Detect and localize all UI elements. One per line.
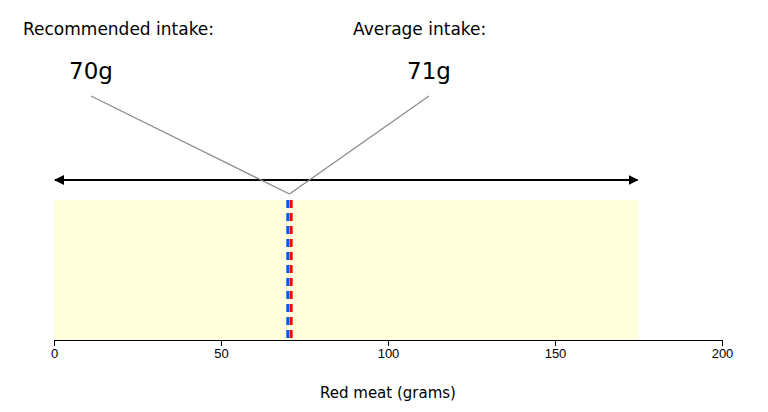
tick-mark xyxy=(54,340,55,346)
x-axis-title: Red meat (grams) xyxy=(320,384,456,402)
reference-line xyxy=(290,200,293,340)
tick-label: 100 xyxy=(378,346,400,361)
reference-line xyxy=(286,200,289,340)
tick-mark xyxy=(722,340,723,346)
tick: 50 xyxy=(214,340,228,361)
range-band xyxy=(54,200,639,340)
tick: 200 xyxy=(712,340,734,361)
value-label: 71g xyxy=(407,58,451,84)
series-label: Average intake: xyxy=(353,19,486,39)
leader-line xyxy=(289,96,428,194)
tick-label: 200 xyxy=(712,346,734,361)
chart: 0 50 100 150 200 Red meat (grams) Recommended … xyxy=(0,0,768,412)
plot-marks xyxy=(54,200,639,340)
tick: 100 xyxy=(378,340,400,361)
axis-line xyxy=(55,341,723,347)
series-label: Recommended intake: xyxy=(23,19,214,39)
tick-mark xyxy=(555,340,556,346)
tick-label: 50 xyxy=(214,346,228,361)
tick-label: 0 xyxy=(51,346,58,361)
value-label: 70g xyxy=(69,58,113,84)
tick-mark xyxy=(388,340,389,346)
leader-line xyxy=(91,96,290,194)
tick: 150 xyxy=(545,340,567,361)
x-axis: 0 50 100 150 200 xyxy=(51,340,733,361)
tick-label: 150 xyxy=(545,346,567,361)
range-arrow xyxy=(55,179,638,181)
tick-mark xyxy=(221,340,222,346)
tick: 0 xyxy=(51,340,58,361)
